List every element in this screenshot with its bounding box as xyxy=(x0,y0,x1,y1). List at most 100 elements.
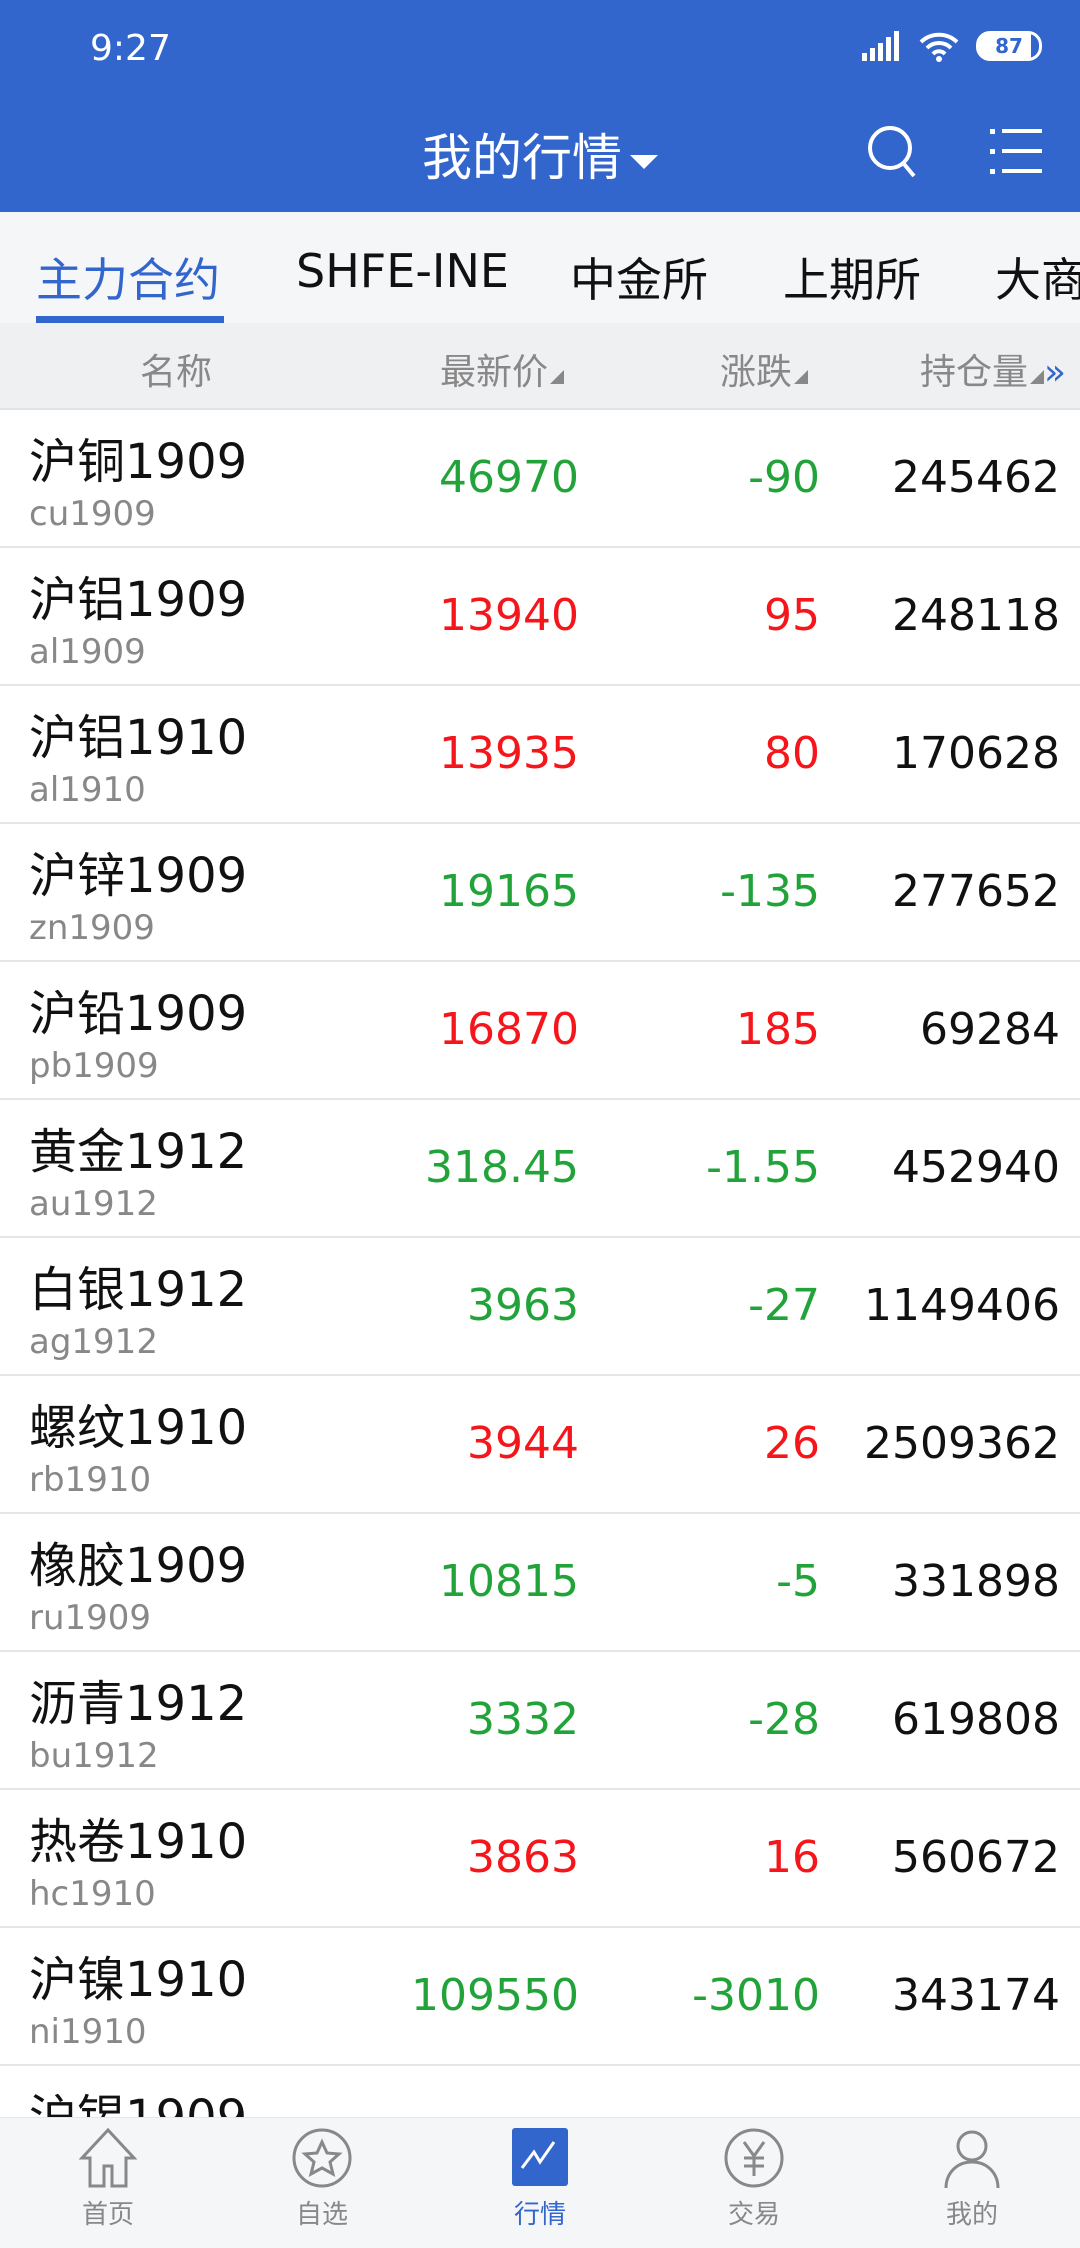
contract-name: 沪铝1910 xyxy=(29,710,248,766)
column-header: 名称 最新价 涨跌 持仓量 » xyxy=(0,323,1080,410)
nav-market[interactable]: 行情 xyxy=(480,2126,600,2231)
nav-me[interactable]: 我的 xyxy=(912,2126,1032,2231)
nav-label: 我的 xyxy=(945,2200,998,2230)
search-icon[interactable] xyxy=(866,124,920,180)
open-interest: 248118 xyxy=(892,590,1060,641)
contract-code: pb1909 xyxy=(29,1046,159,1086)
open-interest: 69284 xyxy=(920,1004,1060,1055)
battery-icon: 87 xyxy=(976,31,1042,61)
table-row[interactable]: 白银1912 ag1912 3963 -27 1149406 xyxy=(0,1238,1080,1376)
contract-name: 热卷1910 xyxy=(29,1814,248,1870)
col-price-label: 最新价 xyxy=(440,352,549,393)
contract-code: al1909 xyxy=(29,632,146,672)
contract-name: 沪铝1909 xyxy=(29,572,248,628)
latest-price: 109550 xyxy=(411,1970,579,2021)
contract-name: 沪铅1909 xyxy=(29,986,248,1042)
contract-name: 黄金1912 xyxy=(29,1124,248,1180)
table-row[interactable]: 热卷1910 hc1910 3863 16 560672 xyxy=(0,1790,1080,1928)
price-change: -135 xyxy=(720,866,820,917)
contract-code: hc1910 xyxy=(29,1874,156,1914)
open-interest: 560672 xyxy=(892,1832,1060,1883)
contract-name: 沪铜1909 xyxy=(29,434,248,490)
open-interest: 2509362 xyxy=(864,1418,1060,1469)
bottom-nav: 首页 自选 行情 交易 我的 xyxy=(0,2117,1080,2248)
price-change: 95 xyxy=(764,590,820,641)
table-row[interactable]: 螺纹1910 rb1910 3944 26 2509362 xyxy=(0,1376,1080,1514)
chart-icon xyxy=(512,2128,568,2186)
latest-price: 3863 xyxy=(467,1832,579,1883)
open-interest: 1149406 xyxy=(864,1280,1060,1331)
col-oi-label: 持仓量 xyxy=(920,352,1029,393)
price-change: 80 xyxy=(764,728,820,779)
latest-price: 3944 xyxy=(467,1418,579,1469)
price-change: -27 xyxy=(748,1280,820,1331)
latest-price: 13940 xyxy=(439,590,579,641)
latest-price: 46970 xyxy=(439,452,579,503)
signal-icon xyxy=(862,31,899,61)
nav-trade[interactable]: 交易 xyxy=(694,2126,814,2231)
col-price-sort[interactable]: 最新价 xyxy=(440,343,565,395)
caret-down-icon xyxy=(630,154,658,169)
contract-name: 沥青1912 xyxy=(29,1676,248,1732)
table-row[interactable]: 沪铝1910 al1910 13935 80 170628 xyxy=(0,686,1080,824)
contract-name: 沪镍1910 xyxy=(29,1952,248,2008)
contract-code: ni1910 xyxy=(29,2012,147,2052)
page-title: 我的行情 xyxy=(422,129,622,187)
col-name: 名称 xyxy=(140,352,213,393)
latest-price: 3332 xyxy=(467,1694,579,1745)
sort-icon xyxy=(550,370,565,384)
open-interest: 245462 xyxy=(892,452,1060,503)
table-row[interactable]: 沪锡1909 xyxy=(0,2066,1080,2117)
tab-dce[interactable]: 大商 xyxy=(995,253,1080,307)
contract-code: bu1912 xyxy=(29,1736,159,1776)
nav-label: 自选 xyxy=(295,2200,348,2230)
price-change: -3010 xyxy=(692,1970,820,2021)
contract-code: al1910 xyxy=(29,770,146,810)
open-interest: 619808 xyxy=(892,1694,1060,1745)
sort-icon xyxy=(794,370,809,384)
table-row[interactable]: 沪锌1909 zn1909 19165 -135 277652 xyxy=(0,824,1080,962)
table-row[interactable]: 黄金1912 au1912 318.45 -1.55 452940 xyxy=(0,1100,1080,1238)
nav-label: 交易 xyxy=(727,2200,780,2230)
col-change-label: 涨跌 xyxy=(720,352,793,393)
price-change: 185 xyxy=(736,1004,820,1055)
tab-cffex[interactable]: 中金所 xyxy=(570,253,708,307)
col-oi-sort[interactable]: 持仓量 » xyxy=(920,343,1066,395)
latest-price: 318.45 xyxy=(425,1142,579,1193)
latest-price: 16870 xyxy=(439,1004,579,1055)
tab-shfe-ine[interactable]: SHFE-INE xyxy=(296,244,509,298)
latest-price: 13935 xyxy=(439,728,579,779)
contract-code: ru1909 xyxy=(29,1598,152,1638)
price-change: -5 xyxy=(776,1556,820,1607)
double-chevron-right-icon[interactable]: » xyxy=(1044,352,1067,393)
active-tab-indicator xyxy=(36,316,224,323)
latest-price: 19165 xyxy=(439,866,579,917)
price-change: -90 xyxy=(748,452,820,503)
list-menu-icon[interactable] xyxy=(990,128,1042,174)
table-row[interactable]: 沪镍1910 ni1910 109550 -3010 343174 xyxy=(0,1928,1080,2066)
price-change: -28 xyxy=(748,1694,820,1745)
star-circle-icon xyxy=(292,2128,352,2188)
price-change: -1.55 xyxy=(706,1142,820,1193)
col-change-sort[interactable]: 涨跌 xyxy=(720,343,809,395)
price-change: 16 xyxy=(764,1832,820,1883)
quote-list[interactable]: 沪铜1909 cu1909 46970 -90 245462 沪铝1909 al1… xyxy=(0,410,1080,2117)
page-title-dropdown[interactable]: 我的行情 xyxy=(0,118,1080,190)
nav-label: 首页 xyxy=(81,2200,134,2230)
open-interest: 277652 xyxy=(892,866,1060,917)
contract-name: 沪锌1909 xyxy=(29,848,248,904)
table-row[interactable]: 沪铝1909 al1909 13940 95 248118 xyxy=(0,548,1080,686)
nav-watchlist[interactable]: 自选 xyxy=(262,2126,382,2231)
table-row[interactable]: 沪铜1909 cu1909 46970 -90 245462 xyxy=(0,410,1080,548)
table-row[interactable]: 沪铅1909 pb1909 16870 185 69284 xyxy=(0,962,1080,1100)
table-row[interactable]: 沥青1912 bu1912 3332 -28 619808 xyxy=(0,1652,1080,1790)
tab-main-contracts[interactable]: 主力合约 xyxy=(36,253,220,307)
user-icon xyxy=(944,2130,1000,2189)
nav-label: 行情 xyxy=(513,2200,566,2230)
exchange-tabs: 主力合约 SHFE-INE 中金所 上期所 大商 xyxy=(0,212,1080,323)
table-row[interactable]: 橡胶1909 ru1909 10815 -5 331898 xyxy=(0,1514,1080,1652)
contract-code: au1912 xyxy=(29,1184,158,1224)
nav-home[interactable]: 首页 xyxy=(48,2126,168,2231)
tab-shfe[interactable]: 上期所 xyxy=(783,253,921,307)
home-icon xyxy=(78,2127,138,2188)
